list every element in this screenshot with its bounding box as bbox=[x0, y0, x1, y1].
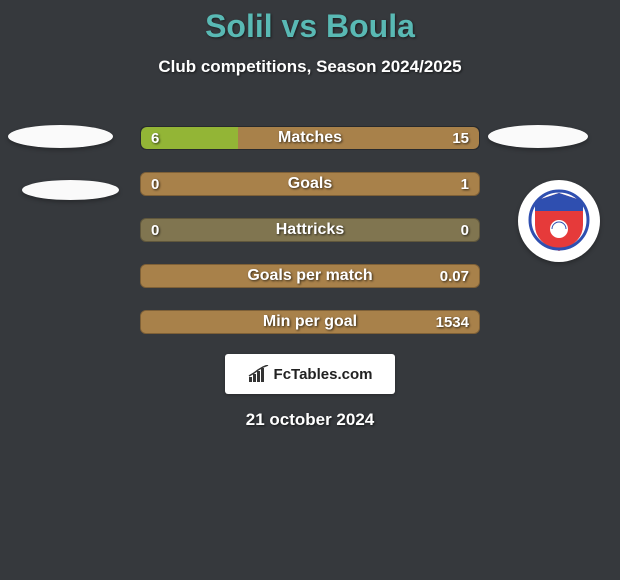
stat-value-right: 0.07 bbox=[440, 268, 469, 285]
stat-label: Goals bbox=[141, 175, 479, 193]
comparison-bars: 6Matches150Goals10Hattricks0Goals per ma… bbox=[140, 126, 480, 356]
stat-bar: Goals per match0.07 bbox=[140, 264, 480, 288]
stat-bar: 0Hattricks0 bbox=[140, 218, 480, 242]
stat-label: Matches bbox=[141, 129, 479, 147]
stat-bar: 6Matches15 bbox=[140, 126, 480, 150]
stat-value-right: 15 bbox=[452, 130, 469, 147]
stat-value-right: 1 bbox=[461, 176, 469, 193]
left-player-placeholder-bottom bbox=[22, 180, 119, 200]
page-subtitle: Club competitions, Season 2024/2025 bbox=[0, 57, 620, 77]
stat-label: Hattricks bbox=[141, 221, 479, 239]
footer-date: 21 october 2024 bbox=[0, 410, 620, 430]
banik-ostrava-shield-icon bbox=[528, 189, 590, 254]
page-title: Solil vs Boula bbox=[0, 0, 620, 45]
club-logo-badge bbox=[518, 180, 600, 262]
stat-bar: 0Goals1 bbox=[140, 172, 480, 196]
right-player-placeholder bbox=[488, 125, 588, 148]
stat-value-right: 0 bbox=[461, 222, 469, 239]
brand-box: FcTables.com bbox=[225, 354, 395, 394]
stat-label: Goals per match bbox=[141, 267, 479, 285]
stat-value-right: 1534 bbox=[436, 314, 469, 331]
stat-label: Min per goal bbox=[141, 313, 479, 331]
left-player-placeholder-top bbox=[8, 125, 113, 148]
brand-text: FcTables.com bbox=[274, 366, 373, 383]
stat-bar: Min per goal1534 bbox=[140, 310, 480, 334]
fctables-chart-icon bbox=[248, 365, 270, 383]
